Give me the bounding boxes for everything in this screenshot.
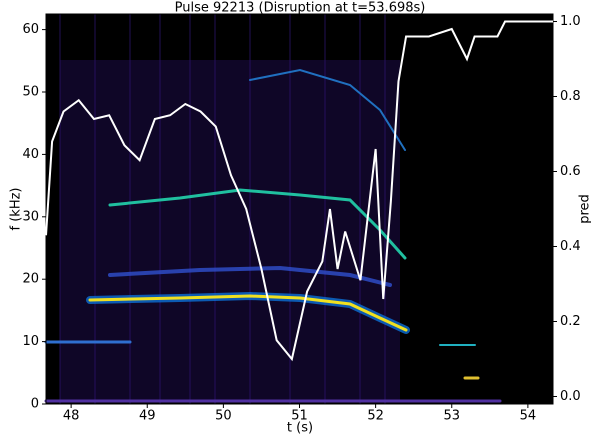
y2-axis-label: pred <box>578 194 591 224</box>
pred-line <box>45 20 553 362</box>
y2-tick-label: 0.2 <box>560 314 581 329</box>
x-tick-label: 50 <box>215 409 232 424</box>
y2-tick-label: 1.0 <box>560 14 581 29</box>
x-axis-label: t (s) <box>287 421 313 436</box>
x-tick-label: 53 <box>443 409 460 424</box>
x-tick-label: 48 <box>63 409 80 424</box>
x-tick-label: 49 <box>139 409 156 424</box>
y-tick-label: 20 <box>22 272 39 287</box>
y-tick-label: 40 <box>22 147 39 162</box>
y-tick-label: 60 <box>22 22 39 37</box>
y2-tick-label: 0.8 <box>560 89 581 104</box>
chart-title: Pulse 92213 (Disruption at t=53.698s) <box>175 1 426 16</box>
y2-tick-label: 0.0 <box>560 389 581 404</box>
x-tick-label: 52 <box>367 409 384 424</box>
y-tick-label: 10 <box>22 334 39 349</box>
y2-tick-label: 0.6 <box>560 164 581 179</box>
spectrogram <box>44 13 502 405</box>
y-tick-label: 30 <box>22 209 39 224</box>
y-tick-label: 0 <box>31 397 39 412</box>
y-tick-label: 50 <box>22 85 39 100</box>
y2-tick-label: 0.4 <box>560 239 581 254</box>
x-tick-label: 51 <box>291 409 308 424</box>
y-axis-label: f (kHz) <box>9 188 24 231</box>
x-tick-label: 54 <box>520 409 537 424</box>
